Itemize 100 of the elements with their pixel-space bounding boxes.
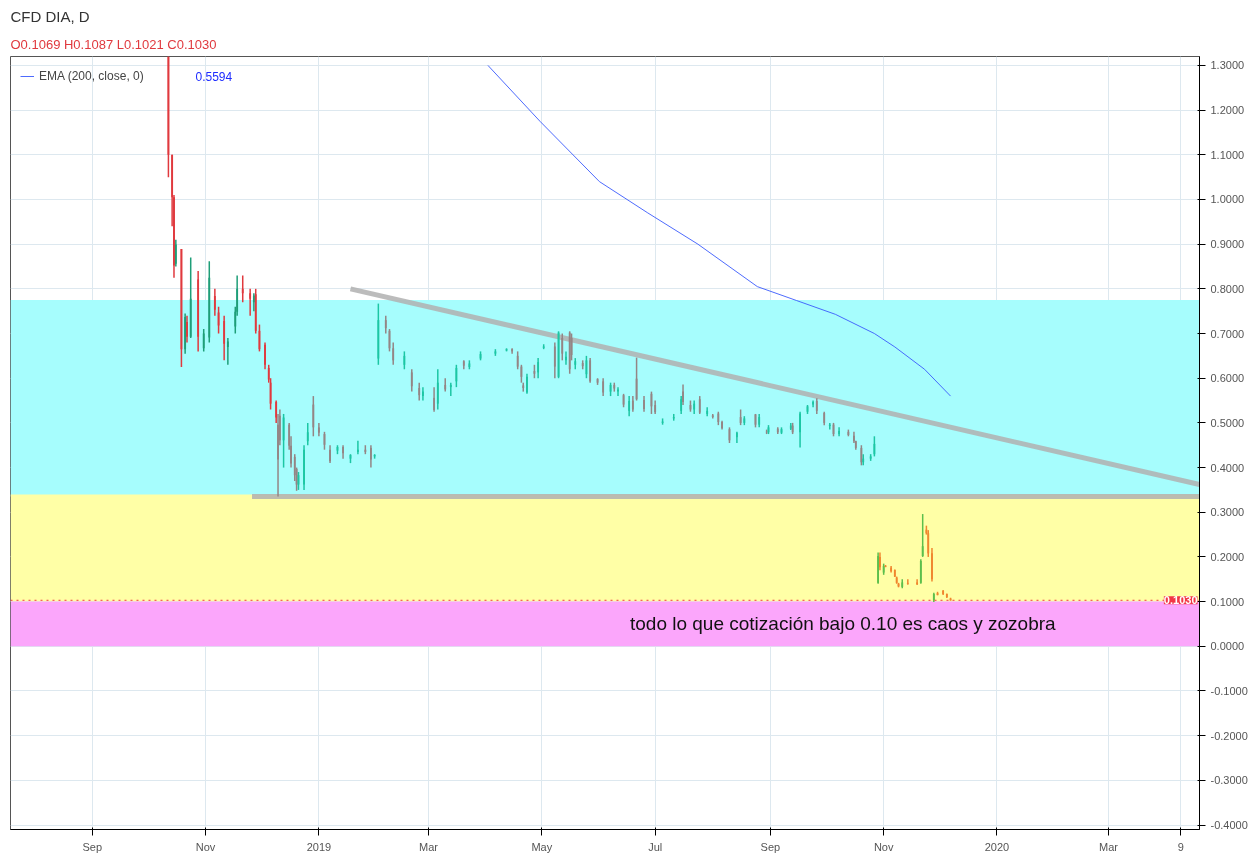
- y-tick-label: -0.4000: [1210, 819, 1248, 832]
- x-tick-label: 2019: [306, 840, 332, 853]
- candlestick: [735, 431, 738, 444]
- candlestick: [249, 288, 252, 317]
- candlestick: [661, 417, 664, 426]
- candlestick: [717, 410, 720, 426]
- candlestick: [799, 410, 801, 449]
- y-tick-label: 0.0000: [1210, 640, 1245, 653]
- candlestick: [189, 256, 192, 339]
- annotation: 0.5594: [195, 70, 233, 85]
- candlestick: [422, 386, 424, 402]
- candlestick: [449, 381, 452, 397]
- candlestick: [444, 377, 447, 393]
- candlestick: [342, 444, 344, 460]
- y-tick-label: 0.8000: [1210, 282, 1245, 295]
- candlestick: [743, 415, 746, 426]
- y-tick-label: 0.9000: [1210, 238, 1245, 251]
- y-tick-label: 0.7000: [1210, 327, 1245, 340]
- candlestick: [635, 356, 638, 402]
- candlestick: [838, 426, 841, 438]
- candlestick: [410, 368, 413, 393]
- candlestick: [589, 357, 592, 384]
- ref-line-label: 0.1030: [1163, 594, 1198, 607]
- candlestick: [241, 274, 244, 303]
- candlestick: [553, 341, 556, 379]
- candlestick: [739, 408, 742, 426]
- candlestick: [433, 386, 436, 413]
- line-series: [487, 64, 952, 397]
- candlestick: [906, 578, 909, 586]
- y-tick-label: 1.3000: [1210, 59, 1245, 72]
- candlestick: [468, 359, 471, 371]
- candlestick: [505, 347, 508, 353]
- y-tick-label: 1.1000: [1210, 148, 1245, 161]
- candlestick: [392, 341, 395, 366]
- candlestick: [585, 355, 588, 379]
- candlestick: [436, 368, 439, 411]
- candlestick: [542, 343, 545, 350]
- y-tick-label: 0.5000: [1210, 416, 1245, 429]
- candlestick: [282, 413, 285, 469]
- candlestick: [526, 372, 528, 395]
- candlestick: [303, 444, 305, 491]
- candlestick: [494, 348, 497, 357]
- candlestick: [609, 381, 612, 397]
- y-tick-label: 0.4000: [1210, 461, 1245, 474]
- y-tick-label: 1.0000: [1210, 193, 1245, 206]
- candlestick: [533, 364, 536, 379]
- candlestick: [617, 386, 619, 397]
- candlestick: [180, 248, 183, 368]
- y-tick-label: 0.3000: [1210, 506, 1245, 519]
- x-tick-label: Mar: [1099, 840, 1119, 853]
- chart-subtitle: O0.1069 H0.1087 L0.1021 C0.1030: [10, 36, 217, 52]
- candlestick: [869, 453, 872, 462]
- candlestick: [264, 341, 266, 371]
- candlestick: [721, 419, 723, 431]
- candlestick: [706, 406, 709, 417]
- candlestick: [226, 337, 229, 366]
- candlestick: [622, 393, 625, 408]
- x-tick-label: 9: [1177, 840, 1184, 853]
- candlestick: [213, 288, 216, 317]
- x-tick-label: Jul: [648, 840, 663, 853]
- x-tick-label: Nov: [873, 840, 894, 853]
- y-tick-label: -0.1000: [1210, 684, 1248, 697]
- x-tick-label: May: [531, 840, 553, 853]
- candlestick: [643, 395, 645, 413]
- y-tick-label: -0.2000: [1210, 729, 1248, 742]
- candlestick: [167, 56, 170, 178]
- x-tick-label: Sep: [760, 840, 781, 853]
- candlestick: [873, 435, 876, 458]
- candlestick: [275, 399, 278, 424]
- x-tick-label: Sep: [82, 840, 103, 853]
- candlestick: [356, 440, 359, 455]
- candlestick: [516, 350, 519, 371]
- candlestick: [561, 332, 564, 362]
- y-tick-label: 0.6000: [1210, 372, 1245, 385]
- candlestick: [847, 428, 850, 438]
- candlestick: [828, 422, 831, 431]
- band-label: todo lo que cotización bajo 0.10 es caos y zozobra: [629, 613, 1057, 635]
- candlestick: [329, 444, 331, 464]
- candlestick: [921, 513, 924, 558]
- candlestick: [812, 399, 814, 408]
- candlestick: [581, 359, 584, 371]
- candlestick: [373, 453, 376, 460]
- candlestick: [306, 422, 309, 446]
- candlestick: [369, 444, 372, 469]
- candlestick: [511, 347, 514, 355]
- x-tick-label: Nov: [195, 840, 216, 853]
- candlestick: [223, 314, 226, 362]
- y-tick-label: -0.3000: [1210, 774, 1248, 787]
- candlestick: [919, 558, 922, 585]
- y-tick-label: 1.2000: [1210, 104, 1245, 117]
- candlestick: [931, 547, 933, 583]
- chart-title: CFD DIA, D: [10, 7, 90, 25]
- candlestick: [208, 260, 211, 344]
- candlestick: [537, 357, 540, 379]
- legend-label: EMA (200, close, 0): [39, 69, 144, 83]
- candlestick: [312, 395, 315, 438]
- candlestick: [202, 328, 205, 353]
- x-tick-label: Mar: [419, 840, 439, 853]
- candlestick: [628, 395, 631, 417]
- candlestick: [217, 305, 220, 335]
